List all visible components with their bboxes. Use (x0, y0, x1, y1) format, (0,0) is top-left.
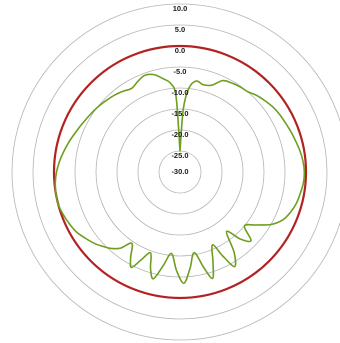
radial-tick-label: -25.0 (171, 151, 188, 160)
grid-ring (32, 24, 328, 320)
radial-tick-label: -5.0 (174, 67, 187, 76)
radial-tick-label: -30.0 (171, 167, 188, 176)
grid-ring (95, 87, 265, 257)
radial-tick-label: 0.0 (175, 46, 185, 55)
grid-ring (11, 3, 340, 341)
radial-tick-label: 5.0 (175, 25, 185, 34)
radial-tick-label: -15.0 (171, 109, 188, 118)
radial-tick-label: -10.0 (171, 88, 188, 97)
radial-tick-label: -20.0 (171, 130, 188, 139)
grid-ring (137, 129, 223, 215)
series-line-2 (54, 73, 306, 285)
grid-ring (116, 108, 244, 236)
series-layer (52, 44, 308, 300)
series-line-1 (52, 44, 308, 300)
radial-tick-label: 10.0 (173, 4, 188, 13)
radial-tick-labels: 10.0 5.0 0.0 -5.0 -10.0 -15.0 -20.0 -25.0 -30.0 (171, 4, 188, 176)
